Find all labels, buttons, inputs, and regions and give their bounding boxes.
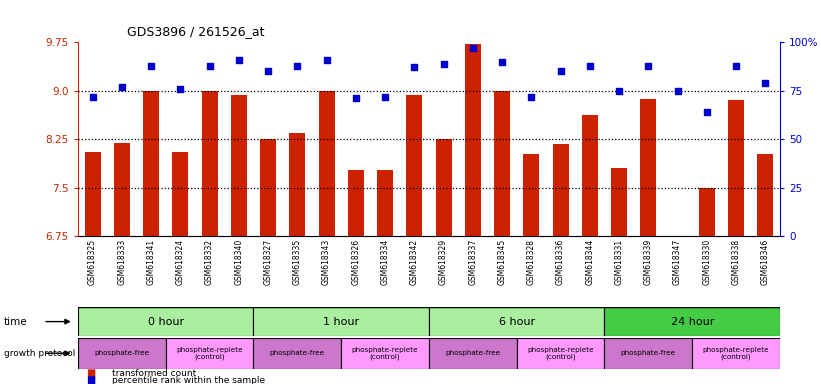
Bar <box>429 307 604 336</box>
Bar <box>494 91 510 236</box>
Bar <box>319 91 335 236</box>
Bar <box>78 307 254 336</box>
Text: phosphate-replete
(control): phosphate-replete (control) <box>527 346 594 360</box>
Bar <box>465 44 481 236</box>
Text: phosphate-free: phosphate-free <box>445 350 501 356</box>
Bar <box>348 170 364 236</box>
Point <box>496 59 509 65</box>
Text: 0 hour: 0 hour <box>148 316 184 327</box>
Point <box>730 63 743 69</box>
Bar <box>611 168 627 236</box>
Point <box>115 84 128 90</box>
Point <box>671 88 684 94</box>
Text: phosphate-free: phosphate-free <box>270 350 325 356</box>
Point <box>554 68 567 74</box>
Point <box>612 88 626 94</box>
Text: time: time <box>4 316 28 327</box>
Point <box>349 95 362 101</box>
Point <box>466 45 479 51</box>
Bar <box>429 338 516 369</box>
Text: phosphate-free: phosphate-free <box>621 350 676 356</box>
Point <box>525 93 538 99</box>
Bar <box>289 133 305 236</box>
Bar <box>670 236 686 241</box>
Bar <box>728 101 744 236</box>
Bar <box>699 188 715 236</box>
Bar <box>114 143 130 236</box>
Point <box>437 61 450 67</box>
Bar <box>604 338 692 369</box>
Text: growth protocol: growth protocol <box>4 349 76 358</box>
Text: phosphate-replete
(control): phosphate-replete (control) <box>703 346 769 360</box>
Bar <box>523 154 539 236</box>
Bar <box>436 139 452 236</box>
Bar <box>166 338 254 369</box>
Bar <box>231 95 247 236</box>
Text: phosphate-free: phosphate-free <box>94 350 149 356</box>
Bar <box>342 338 429 369</box>
Bar <box>260 139 276 236</box>
Bar <box>254 307 429 336</box>
Bar <box>604 307 780 336</box>
Bar <box>757 154 773 236</box>
Bar <box>85 152 101 236</box>
Point <box>203 63 216 69</box>
Text: GDS3896 / 261526_at: GDS3896 / 261526_at <box>127 25 264 38</box>
Text: ■: ■ <box>86 375 95 384</box>
Point <box>759 80 772 86</box>
Point <box>320 56 333 63</box>
Bar <box>254 338 342 369</box>
Point <box>408 65 421 71</box>
Text: ■: ■ <box>86 368 95 378</box>
Bar <box>640 99 656 236</box>
Point <box>262 68 275 74</box>
Text: 24 hour: 24 hour <box>671 316 714 327</box>
Point <box>232 56 245 63</box>
Bar <box>143 91 159 236</box>
Point <box>378 93 392 99</box>
Bar <box>406 95 422 236</box>
Bar <box>172 152 188 236</box>
Point <box>291 63 304 69</box>
Bar <box>202 91 218 236</box>
Text: percentile rank within the sample: percentile rank within the sample <box>112 376 266 384</box>
Bar <box>516 338 604 369</box>
Point <box>144 63 158 69</box>
Point <box>174 86 187 92</box>
Text: 1 hour: 1 hour <box>323 316 360 327</box>
Point <box>700 109 713 115</box>
Bar <box>78 338 166 369</box>
Point <box>86 93 99 99</box>
Text: 6 hour: 6 hour <box>498 316 534 327</box>
Point <box>583 63 596 69</box>
Bar <box>692 338 780 369</box>
Point <box>642 63 655 69</box>
Bar <box>553 144 569 236</box>
Text: phosphate-replete
(control): phosphate-replete (control) <box>177 346 243 360</box>
Text: phosphate-replete
(control): phosphate-replete (control) <box>351 346 419 360</box>
Bar <box>582 115 598 236</box>
Bar <box>377 170 393 236</box>
Text: transformed count: transformed count <box>112 369 197 378</box>
